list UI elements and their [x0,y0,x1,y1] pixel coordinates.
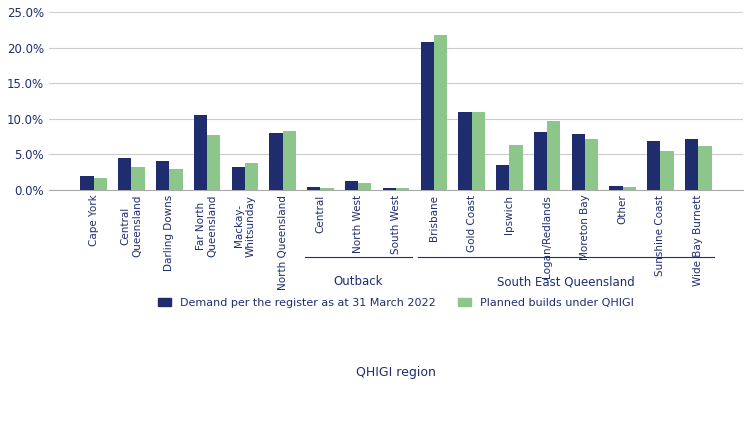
Bar [685,139,698,190]
Bar [572,133,585,190]
Bar [320,187,334,190]
Bar [585,139,598,190]
Bar [509,145,523,190]
Bar [131,167,145,190]
Bar [80,175,94,190]
Bar [698,146,712,190]
Bar [382,187,396,190]
Bar [421,42,434,190]
Bar [118,158,131,190]
Bar [156,161,170,190]
Legend: Demand per the register as at 31 March 2022, Planned builds under QHIGI: Demand per the register as at 31 March 2… [154,293,638,312]
Bar [396,187,410,190]
Text: Outback: Outback [334,275,383,288]
Bar [94,178,107,190]
Bar [610,186,622,190]
Bar [622,187,636,190]
Bar [194,115,207,190]
Bar [283,131,296,190]
Bar [345,181,358,190]
Bar [433,35,447,190]
Bar [458,112,472,190]
Bar [472,112,484,190]
Bar [661,151,674,190]
Bar [358,183,371,190]
X-axis label: QHIGI region: QHIGI region [356,366,436,379]
Text: South East Queensland: South East Queensland [497,275,635,288]
Bar [496,165,509,190]
Bar [548,121,560,190]
Bar [232,167,244,190]
Bar [308,187,320,190]
Bar [170,169,182,190]
Bar [534,132,548,190]
Bar [244,163,258,190]
Bar [207,135,220,190]
Bar [647,142,661,190]
Bar [269,133,283,190]
